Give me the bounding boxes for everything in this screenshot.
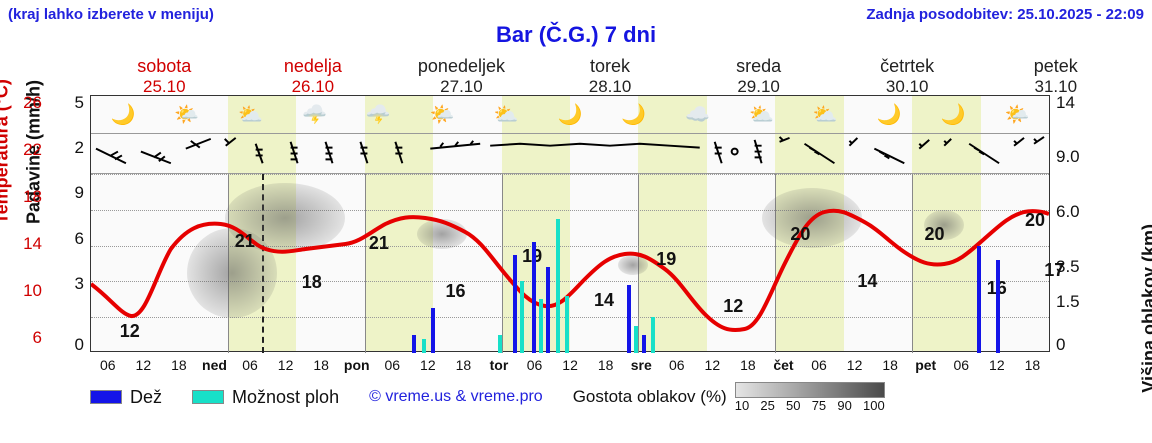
temp-axis-title: Temperatura (°C) bbox=[0, 79, 13, 224]
rain-tick-0: 0 bbox=[75, 335, 84, 355]
weather-icon-9: ☁️ bbox=[666, 96, 730, 133]
temp-tick-22: 22 bbox=[23, 140, 42, 160]
rain-tick-3: 3 bbox=[75, 274, 84, 294]
wind-barb-row bbox=[91, 134, 1049, 174]
temp-tick-14: 14 bbox=[23, 234, 42, 254]
weather-icon-8: 🌙 bbox=[602, 96, 666, 133]
day-header-3: torek 28.10 bbox=[536, 56, 685, 94]
weather-icon-11: ⛅ bbox=[793, 96, 857, 133]
weather-icon-5: 🌤️ bbox=[410, 96, 474, 133]
temp-tick-26: 26 bbox=[23, 93, 42, 113]
rain-swatch-icon bbox=[90, 390, 122, 404]
cloud-tick-9: 9.0 bbox=[1056, 147, 1080, 167]
weather-icon-7: 🌙 bbox=[538, 96, 602, 133]
precipitation-bars bbox=[91, 174, 1049, 353]
weather-icon-10: ⛅ bbox=[730, 96, 794, 133]
weather-icon-2: ⛅ bbox=[219, 96, 283, 133]
temp-tick-6: 6 bbox=[33, 328, 42, 348]
weather-icon-3: 🌩️ bbox=[283, 96, 347, 133]
rain-tick-2: 2 bbox=[75, 138, 84, 158]
legend-row: Dež Možnost ploh © vreme.us & vreme.pro … bbox=[90, 382, 1130, 412]
location-note: (kraj lahko izberete v meniju) bbox=[8, 6, 214, 23]
chart-title: Bar (Č.G.) 7 dni bbox=[0, 22, 1152, 48]
weather-icon-13: 🌙 bbox=[921, 96, 985, 133]
legend-rain: Dež bbox=[90, 387, 162, 408]
day-header-2: ponedeljek 27.10 bbox=[387, 56, 536, 94]
cloud-tick-14: 14 bbox=[1056, 93, 1075, 113]
cloud-tick-1-5: 1.5 bbox=[1056, 292, 1080, 312]
day-header-6: petek 31.10 bbox=[981, 56, 1130, 94]
weather-icon-0: 🌙 bbox=[91, 96, 155, 133]
cloud-axis-title: Višina oblakov (km) bbox=[1140, 224, 1152, 393]
rain-tick-6: 6 bbox=[75, 229, 84, 249]
chance-swatch-icon bbox=[192, 390, 224, 404]
day-header-5: četrtek 30.10 bbox=[833, 56, 982, 94]
legend-chance: Možnost ploh bbox=[192, 387, 339, 408]
day-header-4: sreda 29.10 bbox=[684, 56, 833, 94]
main-chart-area: 🌙 🌤️ ⛅ 🌩️ 🌩️ 🌤️ ⛅ 🌙 🌙 ☁️ ⛅ ⛅ 🌙 🌙 🌤️ bbox=[90, 95, 1050, 352]
cloud-tick-0: 0 bbox=[1056, 335, 1065, 355]
day-header-1: nedelja 26.10 bbox=[239, 56, 388, 94]
last-update-note: Zadnja posodobitev: 25.10.2025 - 22:09 bbox=[866, 6, 1144, 23]
cloud-tick-6: 6.0 bbox=[1056, 202, 1080, 222]
credit-link[interactable]: © vreme.us & vreme.pro bbox=[369, 388, 543, 406]
weather-icon-12: 🌙 bbox=[857, 96, 921, 133]
left-axis: Temperatura (°C) Padavine (mm/h) 26 22 1… bbox=[0, 95, 90, 352]
x-axis-labels: 06 12 18 ned 06 12 18 pon 06 12 18 tor 0… bbox=[90, 357, 1050, 377]
cloud-density-label: Gostota oblakov (%) bbox=[573, 387, 727, 407]
cloud-density-gradient: 10 25 50 75 90 100 bbox=[735, 382, 885, 413]
rain-tick-5: 5 bbox=[75, 93, 84, 113]
weather-icon-4: 🌩️ bbox=[346, 96, 410, 133]
day-header-0: sobota 25.10 bbox=[90, 56, 239, 94]
temp-tick-18: 18 bbox=[23, 187, 42, 207]
day-header-row: sobota 25.10 nedelja 26.10 ponedeljek 27… bbox=[90, 56, 1130, 94]
weather-icon-row: 🌙 🌤️ ⛅ 🌩️ 🌩️ 🌤️ ⛅ 🌙 🌙 ☁️ ⛅ ⛅ 🌙 🌙 🌤️ bbox=[91, 96, 1049, 134]
weather-icon-6: ⛅ bbox=[474, 96, 538, 133]
rain-tick-9: 9 bbox=[75, 183, 84, 203]
right-axis: Višina oblakov (km) 14 9.0 6.0 3.5 1.5 0 bbox=[1050, 95, 1152, 352]
temperature-cloud-plot: 12 21 18 21 16 19 14 19 12 20 14 20 16 2… bbox=[91, 174, 1049, 353]
weather-icon-1: 🌤️ bbox=[155, 96, 219, 133]
weather-icon-14: 🌤️ bbox=[985, 96, 1049, 133]
temp-tick-10: 10 bbox=[23, 281, 42, 301]
